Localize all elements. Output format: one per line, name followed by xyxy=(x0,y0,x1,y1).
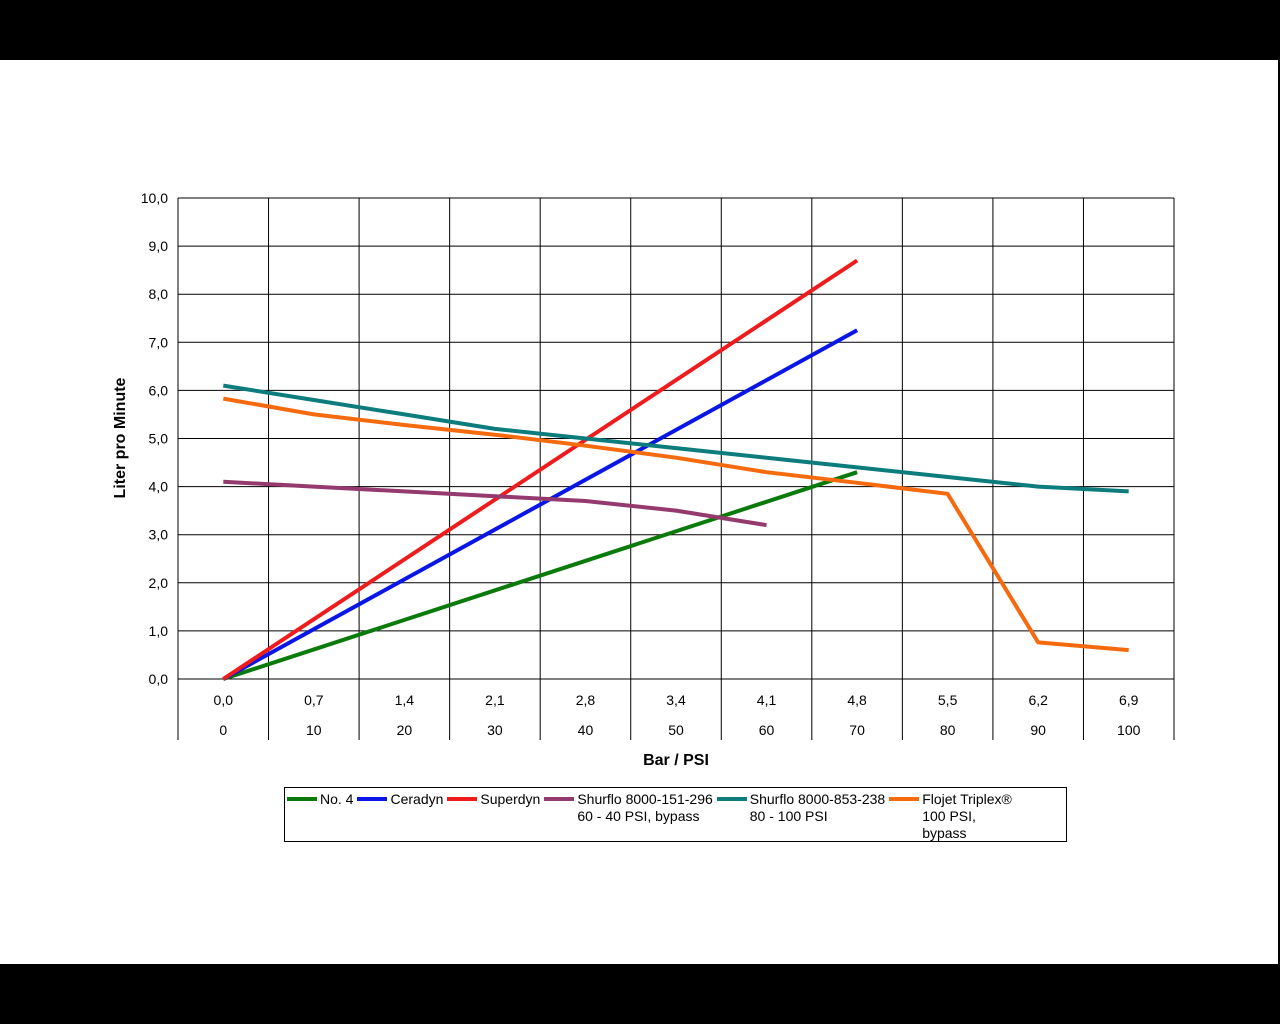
legend-item-3: Superdyn xyxy=(447,791,540,808)
x-tick-label-psi: 10 xyxy=(306,722,322,738)
y-tick-label: 9,0 xyxy=(149,238,169,254)
x-tick-label-bar: 6,9 xyxy=(1119,692,1139,708)
x-tick-label-psi: 30 xyxy=(487,722,503,738)
x-axis-title: Bar / PSI xyxy=(643,752,709,769)
series-line-1 xyxy=(222,470,858,681)
x-tick-label-psi: 60 xyxy=(759,722,775,738)
x-tick-label-bar: 5,5 xyxy=(938,692,958,708)
series-line-2 xyxy=(222,328,859,681)
legend: No. 4 Ceradyn Superdyn Shurflo 8000-151-296… xyxy=(284,787,1067,842)
y-tick-label: 5,0 xyxy=(149,431,169,447)
y-tick-label: 4,0 xyxy=(149,479,169,495)
y-tick-label: 6,0 xyxy=(149,382,169,398)
legend-swatch xyxy=(889,797,920,801)
x-tick-label-bar: 4,1 xyxy=(757,692,777,708)
line-chart: 0,01,02,03,04,05,06,07,08,09,010,0 0,000… xyxy=(112,190,1175,769)
legend-swatch xyxy=(357,797,388,801)
y-tick-label: 2,0 xyxy=(149,575,169,591)
legend-label: Ceradyn xyxy=(390,791,444,807)
legend-label: Shurflo 8000-151-296 60 - 40 PSI, bypass xyxy=(577,791,713,824)
legend-item-6: Flojet Triplex® 100 PSI, bypass xyxy=(889,791,1012,842)
series-layer xyxy=(222,258,1129,681)
x-tick-label-bar: 2,8 xyxy=(576,692,596,708)
legend-swatch xyxy=(447,797,478,801)
x-tick-label-bar: 6,2 xyxy=(1028,692,1048,708)
series-line-4 xyxy=(223,479,767,528)
legend-label: Shurflo 8000-853-238 80 - 100 PSI xyxy=(749,791,886,824)
x-tick-label-bar: 3,4 xyxy=(666,692,686,708)
legend-item-5: Shurflo 8000-853-238 80 - 100 PSI xyxy=(716,791,886,825)
legend-item-2: Ceradyn xyxy=(357,791,443,808)
chart-page: 0,0 1,0 2,0 3,0 4,0 5,0 6,0 7,0 8,0 9,0 10,0 0,0 0 0… xyxy=(0,60,1278,964)
x-tick-label-psi: 80 xyxy=(940,722,956,738)
grid-layer xyxy=(177,197,1175,740)
x-tick-label-psi: 40 xyxy=(578,722,594,738)
series-line-3 xyxy=(222,258,859,681)
x-tick-label-bar: 1,4 xyxy=(395,692,415,708)
y-tick-labels: 0,0 1,0 2,0 3,0 4,0 5,0 6,0 7,0 8,0 9,0 10,0 xyxy=(141,190,168,687)
legend-item-1: No. 4 xyxy=(287,791,353,808)
x-tick-label-psi: 100 xyxy=(1117,722,1141,738)
y-tick-label: 7,0 xyxy=(149,334,169,350)
legend-swatch xyxy=(287,797,317,801)
x-tick-label-psi: 0 xyxy=(219,722,227,738)
series-line-5 xyxy=(222,383,1129,494)
y-tick-label: 3,0 xyxy=(149,527,169,543)
x-tick-labels: 0,0 0 0,7 10 1,4 20 2,1 30 2,8 40 3,4 50 4,1 60 4,8 70 5… xyxy=(214,692,1141,738)
y-tick-label: 0,0 xyxy=(149,671,169,687)
x-tick-label-bar: 4,8 xyxy=(847,692,867,708)
x-tick-label-bar: 0,7 xyxy=(304,692,324,708)
x-tick-label-psi: 20 xyxy=(397,722,413,738)
y-tick-label: 8,0 xyxy=(149,286,169,302)
legend-item-4: Shurflo 8000-151-296 60 - 40 PSI, bypass xyxy=(544,791,713,825)
y-axis-title: Liter pro Minute xyxy=(112,377,129,498)
y-tick-label: 1,0 xyxy=(149,623,169,639)
x-tick-label-psi: 90 xyxy=(1030,722,1046,738)
legend-swatch xyxy=(544,797,575,801)
legend-label: Superdyn xyxy=(480,791,541,807)
y-tick-label: 10,0 xyxy=(141,190,168,206)
x-tick-label-psi: 70 xyxy=(849,722,865,738)
legend-label: Flojet Triplex® 100 PSI, bypass xyxy=(922,791,1012,841)
series-line-6 xyxy=(222,396,1129,653)
legend-label: No. 4 xyxy=(320,791,354,807)
x-tick-label-bar: 0,0 xyxy=(214,692,234,708)
x-tick-label-bar: 2,1 xyxy=(485,692,505,708)
legend-swatch xyxy=(716,797,747,801)
x-tick-label-psi: 50 xyxy=(668,722,684,738)
